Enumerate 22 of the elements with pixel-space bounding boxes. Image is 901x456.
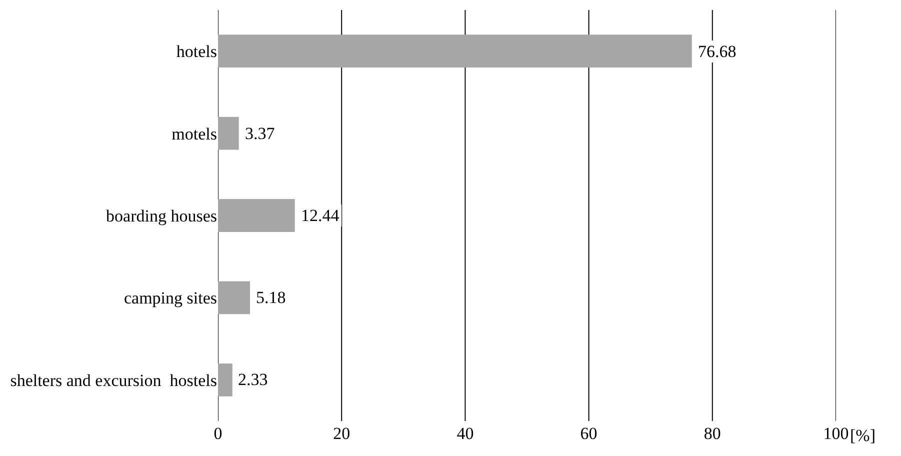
data-label: 76.68 — [698, 42, 736, 61]
bar — [218, 116, 239, 150]
bar — [218, 34, 692, 68]
y-tick-label: hotels — [176, 42, 217, 62]
x-tick-label: 20 — [333, 424, 350, 443]
bar — [218, 363, 232, 396]
data-label: 5.18 — [256, 288, 286, 307]
data-label: 2.33 — [238, 370, 268, 389]
y-tick-label: shelters and excursion hostels — [10, 370, 217, 390]
data-label: 12.44 — [301, 206, 340, 225]
x-tick-label: 40 — [456, 424, 474, 443]
y-tick-label: camping sites — [124, 288, 217, 308]
bar — [218, 199, 295, 232]
y-tick-label: motels — [172, 124, 217, 144]
data-label: 3.37 — [245, 124, 276, 143]
x-tick-label: 0 — [214, 424, 222, 443]
y-tick-label: boarding houses — [106, 206, 217, 226]
x-tick-label: 100 — [823, 424, 849, 443]
bar — [218, 281, 250, 314]
x-tick-label: 60 — [580, 424, 598, 443]
x-tick-label: 80 — [704, 424, 721, 443]
x-axis-title: [%] — [850, 426, 876, 445]
